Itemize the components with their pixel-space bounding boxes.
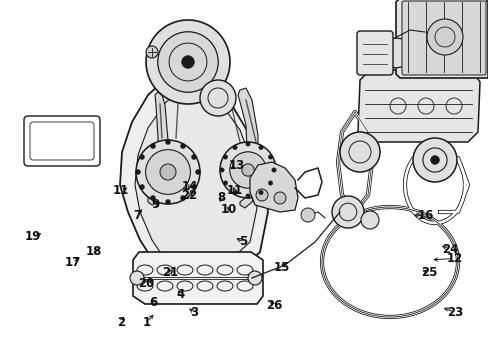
Text: 26: 26 bbox=[265, 299, 282, 312]
Circle shape bbox=[191, 154, 196, 159]
Circle shape bbox=[135, 170, 140, 175]
Circle shape bbox=[139, 185, 144, 189]
Circle shape bbox=[430, 156, 439, 165]
Polygon shape bbox=[120, 70, 267, 282]
Text: 10: 10 bbox=[220, 203, 237, 216]
Polygon shape bbox=[238, 88, 258, 208]
Text: 15: 15 bbox=[273, 261, 289, 274]
Text: 11: 11 bbox=[226, 184, 243, 197]
Text: 2: 2 bbox=[117, 316, 125, 329]
Circle shape bbox=[165, 199, 170, 204]
Circle shape bbox=[273, 192, 285, 204]
Text: 6: 6 bbox=[149, 296, 157, 309]
Text: 4: 4 bbox=[177, 288, 184, 301]
Circle shape bbox=[182, 56, 194, 68]
Text: 13: 13 bbox=[228, 159, 244, 172]
Circle shape bbox=[258, 145, 263, 150]
Circle shape bbox=[232, 145, 237, 150]
Text: 3: 3 bbox=[190, 306, 198, 319]
Circle shape bbox=[220, 142, 275, 198]
Circle shape bbox=[139, 154, 144, 159]
Circle shape bbox=[180, 144, 185, 149]
Text: 7: 7 bbox=[133, 209, 141, 222]
Circle shape bbox=[195, 170, 200, 175]
Circle shape bbox=[146, 20, 229, 104]
FancyBboxPatch shape bbox=[401, 1, 485, 75]
Circle shape bbox=[268, 181, 272, 185]
Circle shape bbox=[360, 211, 378, 229]
Polygon shape bbox=[135, 88, 257, 268]
Text: 23: 23 bbox=[446, 306, 462, 319]
Text: 17: 17 bbox=[64, 256, 81, 269]
Circle shape bbox=[256, 189, 267, 201]
Text: 1: 1 bbox=[142, 316, 150, 329]
Circle shape bbox=[219, 168, 224, 172]
Polygon shape bbox=[133, 252, 263, 304]
Text: 12: 12 bbox=[446, 252, 462, 265]
Circle shape bbox=[180, 195, 185, 201]
Circle shape bbox=[200, 80, 236, 116]
Text: 16: 16 bbox=[416, 209, 433, 222]
Circle shape bbox=[145, 150, 190, 194]
Circle shape bbox=[165, 140, 170, 144]
Circle shape bbox=[247, 271, 262, 285]
Text: 9: 9 bbox=[151, 198, 159, 211]
Circle shape bbox=[412, 138, 456, 182]
Text: 14: 14 bbox=[181, 180, 198, 193]
Text: 18: 18 bbox=[85, 245, 102, 258]
Polygon shape bbox=[395, 0, 487, 78]
Polygon shape bbox=[357, 70, 479, 142]
Circle shape bbox=[158, 32, 218, 92]
Circle shape bbox=[223, 155, 227, 159]
Text: 5: 5 bbox=[239, 235, 247, 248]
Circle shape bbox=[271, 168, 276, 172]
Circle shape bbox=[150, 195, 155, 201]
Circle shape bbox=[258, 190, 263, 195]
Circle shape bbox=[268, 155, 272, 159]
Circle shape bbox=[150, 144, 155, 149]
Circle shape bbox=[223, 181, 227, 185]
Text: 19: 19 bbox=[25, 230, 41, 243]
Text: 25: 25 bbox=[420, 266, 437, 279]
Circle shape bbox=[160, 164, 176, 180]
Polygon shape bbox=[249, 162, 297, 212]
Circle shape bbox=[136, 140, 200, 204]
FancyBboxPatch shape bbox=[356, 31, 392, 75]
Text: 8: 8 bbox=[217, 191, 224, 204]
Circle shape bbox=[191, 185, 196, 189]
Text: 11: 11 bbox=[113, 184, 129, 197]
Text: 20: 20 bbox=[138, 277, 155, 290]
Circle shape bbox=[146, 46, 158, 58]
Text: 24: 24 bbox=[441, 243, 457, 256]
Circle shape bbox=[130, 271, 143, 285]
Circle shape bbox=[232, 190, 237, 195]
Text: 21: 21 bbox=[162, 266, 178, 279]
Circle shape bbox=[301, 208, 314, 222]
Circle shape bbox=[245, 142, 250, 146]
Text: 22: 22 bbox=[181, 189, 198, 202]
Circle shape bbox=[245, 194, 250, 198]
Circle shape bbox=[242, 164, 254, 176]
Circle shape bbox=[426, 19, 462, 55]
Polygon shape bbox=[148, 92, 168, 205]
Circle shape bbox=[339, 132, 379, 172]
Circle shape bbox=[331, 196, 363, 228]
Circle shape bbox=[229, 152, 265, 188]
Polygon shape bbox=[375, 38, 419, 68]
